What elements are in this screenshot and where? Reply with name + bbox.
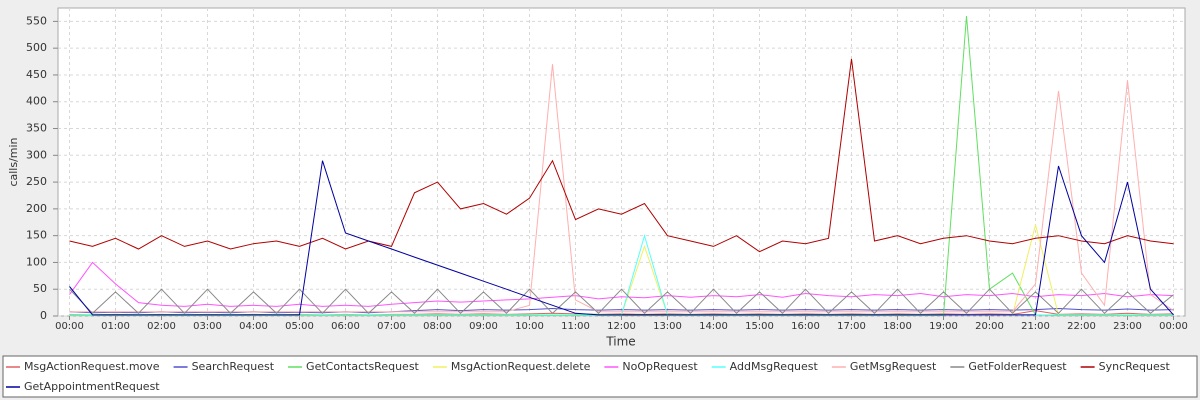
x-tick-label: 03:00 (193, 321, 222, 332)
y-tick-label: 250 (26, 175, 47, 188)
y-axis-label: calls/min (7, 137, 20, 186)
legend-label: GetMsgRequest (850, 360, 937, 373)
y-tick-label: 200 (26, 202, 47, 215)
series-line (69, 58, 1174, 253)
legend-label: GetAppointmentRequest (24, 380, 160, 393)
x-tick-label: 00:00 (55, 321, 84, 332)
x-tick-label: 18:00 (883, 321, 912, 332)
x-tick-label: 10:00 (515, 321, 544, 332)
legend-label: AddMsgRequest (730, 360, 819, 373)
x-tick-label: 13:00 (653, 321, 682, 332)
x-axis-label: Time (605, 335, 635, 349)
legend-label: GetContactsRequest (306, 360, 420, 373)
x-tick-label: 17:00 (837, 321, 866, 332)
x-tick-label: 01:00 (101, 321, 130, 332)
x-tick-label: 04:00 (239, 321, 268, 332)
legend-label: SearchRequest (192, 360, 275, 373)
x-tick-label: 05:00 (285, 321, 314, 332)
x-tick-label: 22:00 (1067, 321, 1096, 332)
legend-label: SyncRequest (1099, 360, 1171, 373)
y-tick-label: 400 (26, 95, 47, 108)
series-line (69, 261, 1174, 307)
x-tick-label: 07:00 (377, 321, 406, 332)
x-tick-label: 20:00 (975, 321, 1004, 332)
y-tick-label: 350 (26, 122, 47, 135)
series-line (69, 288, 1174, 315)
x-tick-label: 12:00 (607, 321, 636, 332)
legend-label: MsgActionRequest.move (24, 360, 160, 373)
series-line (69, 160, 1174, 316)
x-tick-label: 06:00 (331, 321, 360, 332)
x-tick-label: 21:00 (1021, 321, 1050, 332)
y-tick-label: 150 (26, 229, 47, 242)
legend-label: NoOpRequest (622, 360, 698, 373)
y-tick-label: 450 (26, 68, 47, 81)
x-tick-label: 08:00 (423, 321, 452, 332)
x-tick-label: 15:00 (745, 321, 774, 332)
y-tick-label: 50 (33, 282, 47, 295)
x-tick-label: 00:00 (1159, 321, 1188, 332)
legend-label: GetFolderRequest (968, 360, 1067, 373)
plot-area (57, 7, 1186, 317)
x-tick-label: 09:00 (469, 321, 498, 332)
x-tick-label: 02:00 (147, 321, 176, 332)
y-tick-label: 100 (26, 255, 47, 268)
y-tick-label: 300 (26, 148, 47, 161)
legend-label: MsgActionRequest.delete (451, 360, 591, 373)
y-tick-label: 0 (40, 309, 47, 322)
x-tick-label: 19:00 (929, 321, 958, 332)
x-tick-label: 23:00 (1113, 321, 1142, 332)
x-tick-label: 16:00 (791, 321, 820, 332)
x-tick-label: 14:00 (699, 321, 728, 332)
x-tick-label: 11:00 (561, 321, 590, 332)
series-line (69, 64, 1174, 313)
y-tick-label: 550 (26, 14, 47, 27)
legend (2, 355, 1198, 398)
y-tick-label: 500 (26, 41, 47, 54)
